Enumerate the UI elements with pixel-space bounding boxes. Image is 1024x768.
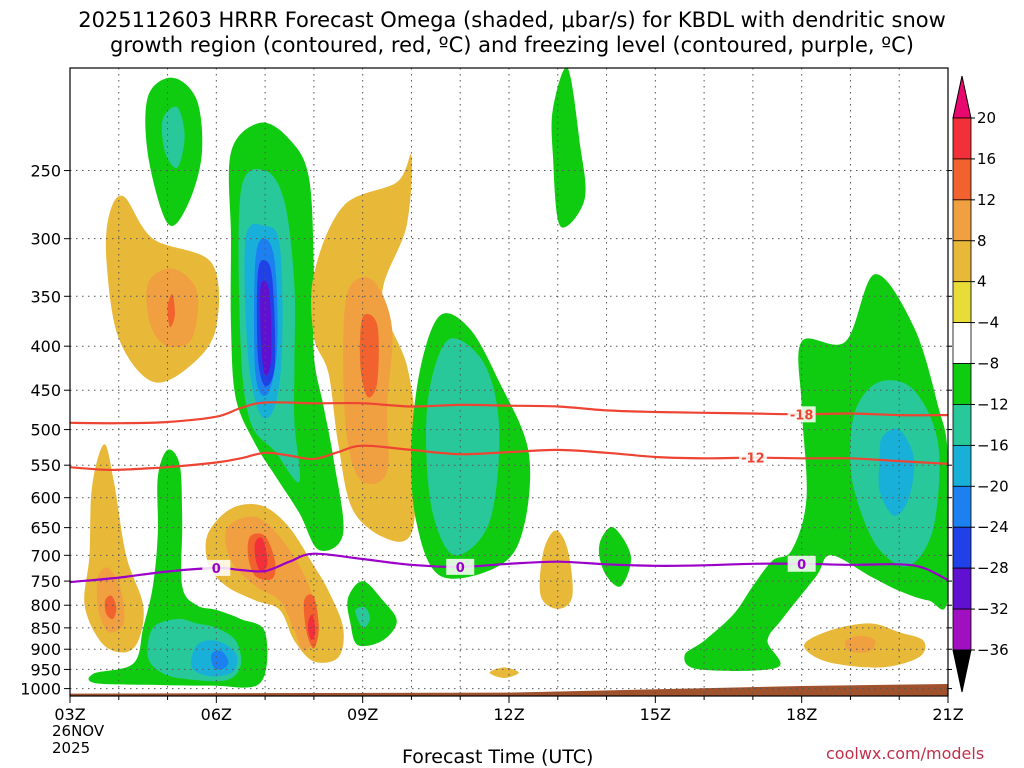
y-tick-label-750: 750 <box>30 572 61 591</box>
colorbar-bin-9 <box>952 485 972 528</box>
omega-region-28 <box>254 537 268 572</box>
omega-region-17 <box>539 530 573 609</box>
omega-region-10 <box>259 280 272 376</box>
y-tick-label-800: 800 <box>30 596 61 615</box>
y-tick-label-850: 850 <box>30 619 61 638</box>
colorbar-bin-3 <box>952 240 972 283</box>
colorbar-label-4: 4 <box>977 273 987 291</box>
contour-label-bg <box>787 406 816 423</box>
y-tick-label-1000: 1000 <box>20 680 61 699</box>
y-tick-label-650: 650 <box>30 519 61 538</box>
y-tick-label-700: 700 <box>30 546 61 565</box>
grid-layer <box>70 68 948 696</box>
omega-shading-layer <box>84 68 948 688</box>
omega-region-21 <box>88 449 268 688</box>
y-tick-label-250: 250 <box>30 162 61 181</box>
y-tick-label-600: 600 <box>30 489 61 508</box>
colorbar-layer: 20 16 12 8 4 −4 −8 −12 −16 −20 −24 −28 −32 −36 <box>952 75 1009 693</box>
contour-layer: -18 -12 0 0 0 <box>70 401 948 584</box>
omega-region-33 <box>598 526 632 587</box>
colorbar-bin-11 <box>952 567 972 610</box>
ground-layer <box>70 683 948 696</box>
contour-label-bg <box>787 555 816 572</box>
contour-label-dgz_-18-0: -18 <box>790 408 814 423</box>
contour-label-bg <box>446 558 475 575</box>
colorbar-bin-7 <box>952 404 972 446</box>
x-tick-label-12Z: 12Z <box>493 705 524 724</box>
omega-region-20 <box>104 595 117 620</box>
omega-region-31 <box>347 581 397 647</box>
colorbar-label-3: 8 <box>977 232 987 250</box>
chart-title-line-1: 2025112603 HRRR Forecast Omega (shaded, … <box>78 8 946 32</box>
axes-layer: 250 300 350 400 450 500 550 600 650 700 750 800 850 9… <box>20 67 964 724</box>
ground-surface <box>70 683 948 696</box>
omega-region-35 <box>684 274 948 671</box>
contour-label-freezing_0-0: 0 <box>212 562 221 577</box>
colorbar-bin-4 <box>952 281 972 324</box>
contour-label-bg <box>202 559 231 576</box>
colorbar-label-1: 16 <box>977 150 996 168</box>
contour-label-bg <box>738 449 767 466</box>
x-tick-label-15Z: 15Z <box>640 705 671 724</box>
credit-link[interactable]: coolwx.com/models <box>826 744 985 763</box>
date-label-year: 2025 <box>52 739 91 757</box>
colorbar-bin-5 <box>952 322 972 364</box>
omega-region-39 <box>845 635 876 653</box>
x-axis-label: Forecast Time (UTC) <box>402 746 594 768</box>
omega-region-34 <box>489 667 519 678</box>
x-tick-label-21Z: 21Z <box>932 705 963 724</box>
y-tick-label-900: 900 <box>30 640 61 659</box>
omega-region-15 <box>426 338 500 556</box>
omega-region-16 <box>551 68 586 228</box>
x-tick-label-06Z: 06Z <box>201 705 232 724</box>
contour-label-freezing_0-1: 0 <box>456 561 465 576</box>
omega-region-13 <box>359 313 379 398</box>
contour-label-dgz_-12-0: -12 <box>741 452 765 467</box>
colorbar-label-7: −12 <box>977 395 1009 413</box>
colorbar-bottom-arrow <box>952 649 972 693</box>
colorbar-bin-6 <box>952 363 972 405</box>
omega-region-4 <box>167 293 175 328</box>
y-tick-label-300: 300 <box>30 230 61 249</box>
colorbar-bin-10 <box>952 526 972 569</box>
y-tick-label-400: 400 <box>30 337 61 356</box>
y-tick-label-500: 500 <box>30 421 61 440</box>
colorbar-label-11: −28 <box>977 559 1009 577</box>
colorbar-label-10: −24 <box>977 518 1009 536</box>
omega-region-24 <box>211 650 229 670</box>
y-tick-label-950: 950 <box>30 660 61 679</box>
contour-label-freezing_0-2: 0 <box>797 558 806 573</box>
colorbar-bin-12 <box>952 608 972 651</box>
colorbar-label-5: −4 <box>977 314 999 332</box>
x-tick-label-03Z: 03Z <box>54 705 85 724</box>
colorbar-label-6: −8 <box>977 355 999 373</box>
colorbar-bin-8 <box>952 444 972 487</box>
colorbar-label-12: −32 <box>977 600 1009 618</box>
colorbar-top-arrow <box>952 75 972 119</box>
colorbar-label-2: 12 <box>977 191 996 209</box>
colorbar-label-8: −16 <box>977 436 1009 454</box>
contour-dgz_-12 <box>70 444 948 472</box>
y-tick-label-350: 350 <box>30 287 61 306</box>
omega-region-32 <box>355 606 371 629</box>
y-tick-label-450: 450 <box>30 381 61 400</box>
colorbar-bin-1 <box>952 158 972 201</box>
colorbar-label-0: 20 <box>977 109 996 127</box>
x-tick-label-18Z: 18Z <box>786 705 817 724</box>
x-tick-label-09Z: 09Z <box>347 705 378 724</box>
chart-title-line-2: growth region (contoured, red, ºC) and f… <box>110 33 914 57</box>
colorbar-label-13: −36 <box>977 641 1009 659</box>
y-tick-label-550: 550 <box>30 456 61 475</box>
colorbar-bin-2 <box>952 199 972 242</box>
date-label-day: 26NOV <box>52 722 105 740</box>
colorbar-label-9: −20 <box>977 477 1009 495</box>
colorbar-bin-0 <box>952 117 972 160</box>
omega-region-37 <box>878 428 915 516</box>
